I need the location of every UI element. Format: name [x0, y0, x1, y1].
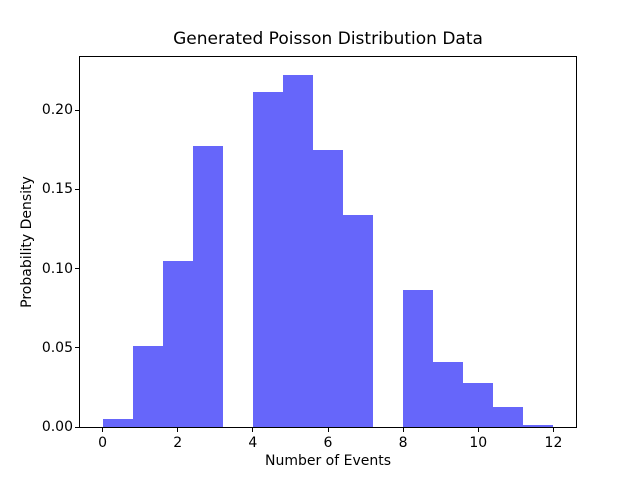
- x-tick-mark: [477, 428, 479, 432]
- x-tick-label: 4: [248, 435, 258, 451]
- y-tick-mark: [75, 188, 79, 190]
- histogram-bar: [252, 92, 283, 427]
- histogram-bar: [102, 419, 133, 427]
- x-tick-label: 0: [98, 435, 107, 451]
- histogram-bar: [493, 407, 524, 427]
- x-tick-mark: [402, 428, 404, 432]
- chart-title: Generated Poisson Distribution Data: [173, 29, 483, 49]
- y-tick-label: 0.00: [41, 419, 73, 435]
- x-tick-mark: [552, 428, 554, 432]
- histogram-bar: [282, 74, 313, 427]
- x-tick-label: 12: [544, 435, 563, 451]
- y-tick-mark: [75, 268, 79, 270]
- histogram-bar: [433, 361, 464, 427]
- bars-layer: [80, 57, 576, 427]
- y-tick-label: 0.05: [41, 339, 73, 356]
- x-tick-mark: [327, 428, 329, 432]
- histogram-bar: [463, 383, 494, 427]
- histogram-bar: [312, 149, 344, 427]
- plot-area: [79, 56, 577, 428]
- histogram-bar: [162, 260, 193, 427]
- x-axis-label: Number of Events: [264, 453, 392, 469]
- y-tick-mark: [75, 109, 79, 111]
- y-tick-mark: [75, 426, 79, 428]
- histogram-bar: [523, 425, 554, 427]
- y-tick-label: 0.20: [41, 102, 73, 119]
- histogram-bar: [403, 290, 434, 427]
- x-tick-mark: [102, 428, 104, 432]
- x-tick-mark: [177, 428, 179, 432]
- x-tick-label: 6: [323, 435, 333, 451]
- y-tick-label: 0.10: [41, 260, 73, 277]
- x-tick-label: 2: [173, 435, 183, 451]
- y-axis-label: Probability Density: [19, 176, 35, 308]
- histogram-bar: [192, 145, 223, 427]
- x-tick-label: 8: [398, 435, 408, 451]
- x-tick-label: 10: [469, 435, 488, 451]
- x-tick-mark: [252, 428, 254, 432]
- histogram-bar: [132, 345, 163, 427]
- y-tick-label: 0.15: [41, 181, 73, 198]
- histogram-bar: [343, 215, 374, 427]
- y-tick-mark: [75, 347, 79, 349]
